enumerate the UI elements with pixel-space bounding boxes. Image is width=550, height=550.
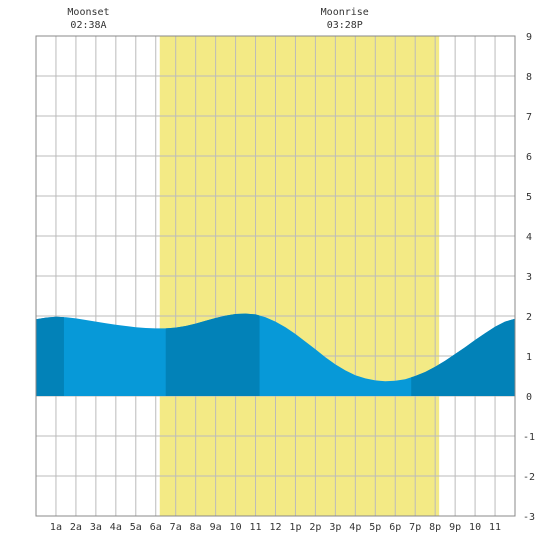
x-tick-label: 1p [289,522,301,533]
x-tick-label: 7p [409,522,421,533]
moon-events: Moonset 02:38A Moonrise 03:28P [67,7,368,31]
x-tick-label: 2p [309,522,321,533]
x-tick-label: 9p [449,522,461,533]
x-tick-label: 8p [429,522,441,533]
x-tick-label: 11 [250,522,262,533]
y-tick-label: 1 [526,352,532,363]
y-tick-label: 8 [526,72,532,83]
y-tick-label: -2 [523,472,535,483]
y-tick-label: -3 [523,512,535,523]
moon-event-label: Moonset [67,7,109,18]
moon-event-label: Moonrise [321,7,369,18]
y-tick-label: 5 [526,192,532,203]
x-tick-label: 4a [110,522,122,533]
x-tick-labels: 1a 2a 3a 4a 5a 6a 7a 8a 9a 10 11 12 1p 2p 3p 4p 5p 6p 7p 8p… [50,522,501,533]
x-tick-label: 10 [230,522,242,533]
x-tick-label: 3p [329,522,341,533]
tide-shade-band [165,313,260,396]
moon-event-time: 02:38A [70,20,106,31]
frame-layer [35,35,516,517]
x-tick-label: 2a [70,522,82,533]
x-tick-label: 10 [469,522,481,533]
x-tick-label: 6p [389,522,401,533]
moon-event-time: 03:28P [327,20,363,31]
tide-shade-band [36,313,64,396]
plot-frame [35,35,516,517]
x-tick-label: 11 [489,522,501,533]
grid-layer [35,35,516,517]
y-tick-label: 3 [526,272,532,283]
y-tick-label: 9 [526,32,532,43]
x-tick-label: 6a [150,522,162,533]
x-tick-label: 5a [130,522,142,533]
x-tick-label: 3a [90,522,102,533]
y-tick-label: 2 [526,312,532,323]
x-tick-label: 1a [50,522,62,533]
y-tick-label: -1 [523,432,535,443]
y-tick-label: 6 [526,152,532,163]
tide-area [36,313,515,396]
y-tick-label: 4 [526,232,532,243]
x-tick-label: 8a [190,522,202,533]
y-tick-label: 7 [526,112,532,123]
y-tick-label: 0 [526,392,532,403]
x-tick-label: 12 [269,522,281,533]
x-tick-label: 7a [170,522,182,533]
x-tick-label: 9a [210,522,222,533]
x-tick-label: 5p [369,522,381,533]
x-tick-label: 4p [349,522,361,533]
y-tick-labels: -3 -2 -1 0 1 2 3 4 5 6 7 8 9 [523,32,535,523]
